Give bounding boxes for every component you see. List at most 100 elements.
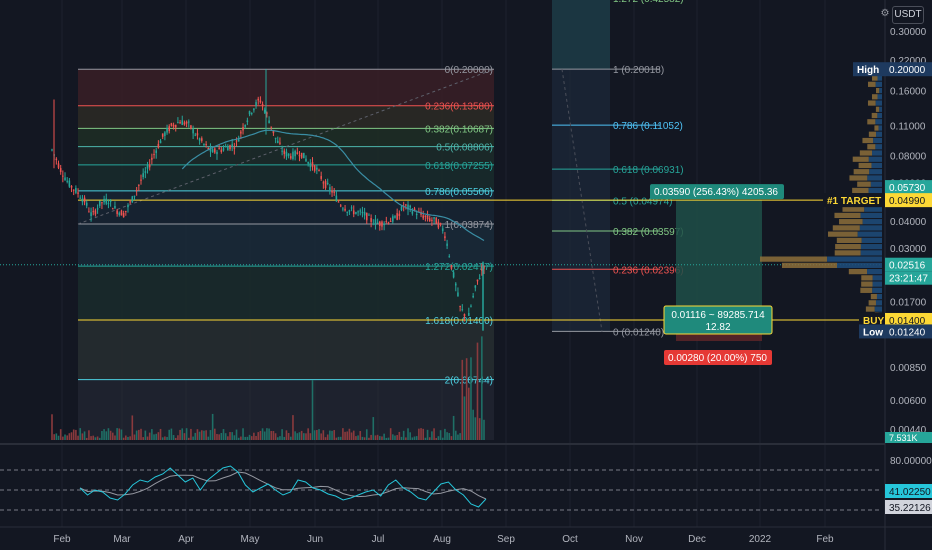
- volume-profile-bar: [868, 187, 882, 194]
- volume-bar: [468, 387, 470, 440]
- candle-body: [200, 138, 203, 141]
- candle-body: [157, 143, 160, 148]
- volume-bar: [313, 430, 316, 440]
- volume-bar: [259, 430, 262, 440]
- volume-profile-bar: [834, 250, 861, 256]
- volume-bar: [101, 431, 103, 440]
- price-badge-label-bg: [823, 193, 885, 208]
- candle-body: [326, 182, 329, 185]
- volume-profile-bar: [865, 306, 875, 312]
- volume-profile-bar: [868, 156, 882, 162]
- volume-bar: [92, 435, 95, 440]
- volume-bar: [318, 429, 320, 440]
- volume-profile-bar: [875, 119, 882, 125]
- candle-body: [90, 212, 92, 217]
- volume-profile-bar: [875, 87, 880, 94]
- candle-body: [77, 192, 79, 194]
- candle-body: [103, 199, 105, 203]
- candle-body: [246, 120, 249, 123]
- candle-body: [216, 151, 218, 155]
- volume-bar: [68, 433, 71, 440]
- candle-body: [166, 128, 168, 133]
- price-badge-value: 0.01400: [889, 316, 926, 327]
- volume-bar: [164, 436, 166, 440]
- candle-body: [85, 202, 88, 206]
- volume-bar: [472, 409, 474, 440]
- candle-body: [342, 208, 344, 210]
- volume-profile-bar: [862, 219, 882, 225]
- volume-bar: [103, 429, 105, 440]
- volume-profile-bar: [879, 106, 882, 112]
- volume-profile-bar: [872, 281, 882, 287]
- price-tick-label: 0.11000: [890, 122, 926, 133]
- volume-bar: [454, 430, 457, 440]
- volume-bar: [75, 429, 77, 440]
- price-badge-bg: [885, 324, 932, 339]
- candle-body: [303, 152, 305, 159]
- volume-bar: [263, 431, 266, 440]
- volume-profile-bar: [849, 175, 868, 181]
- candle-body: [394, 216, 396, 218]
- volume-bar: [177, 435, 179, 440]
- volume-profile-bar: [867, 268, 882, 275]
- volume-bar: [203, 430, 205, 440]
- volume-bar: [324, 437, 327, 440]
- price-badge-bg: [885, 312, 932, 327]
- candle-body: [320, 176, 322, 179]
- volume-bar: [146, 436, 149, 440]
- candle-body: [172, 124, 175, 127]
- volume-bar: [381, 436, 383, 440]
- candle-body: [465, 318, 468, 320]
- volume-bar: [426, 429, 429, 440]
- volume-profile-bar: [877, 75, 882, 81]
- candle-body: [359, 210, 362, 212]
- candle-body: [88, 211, 90, 213]
- settings-icon[interactable]: ⚙: [880, 8, 890, 19]
- candle-body: [183, 122, 186, 125]
- volume-profile-bar: [878, 125, 882, 131]
- volume-bar: [298, 432, 301, 440]
- volume-bar: [350, 432, 353, 440]
- volume-bar: [439, 430, 442, 440]
- volume-bar: [90, 436, 92, 440]
- time-axis-label: Mar: [113, 534, 131, 545]
- volume-bar: [448, 433, 451, 440]
- volume-bar: [407, 428, 409, 440]
- volume-bar: [344, 431, 346, 440]
- volume-bar: [474, 417, 477, 440]
- volume-profile-bar: [867, 81, 876, 87]
- candle-body: [415, 213, 418, 216]
- candle-body: [159, 140, 162, 144]
- candle-body: [426, 215, 429, 220]
- volume-bar: [253, 432, 255, 440]
- candle-body: [337, 201, 340, 203]
- volume-bar: [385, 437, 388, 440]
- volume-bar: [105, 431, 108, 440]
- volume-bar: [255, 435, 257, 440]
- candle-body: [339, 205, 342, 207]
- volume-bar: [359, 431, 362, 440]
- candle-body: [138, 184, 140, 186]
- volume-profile-bar: [872, 150, 882, 156]
- volume-bar: [151, 429, 153, 440]
- fib-right-zone: [552, 0, 610, 70]
- volume-bar: [274, 433, 277, 440]
- volume-bar: [287, 433, 290, 440]
- candle-body: [470, 305, 472, 307]
- currency-badge[interactable]: USDT: [892, 6, 924, 24]
- candle-body: [161, 133, 164, 137]
- volume-bar: [300, 430, 303, 440]
- volume-profile-bar: [868, 131, 877, 137]
- volume-profile-bar: [861, 275, 873, 281]
- candle-body: [439, 223, 442, 225]
- volume-bar: [470, 357, 472, 440]
- volume-bar: [131, 415, 134, 440]
- candle-body: [140, 179, 142, 181]
- candle-body: [428, 218, 431, 222]
- candle-body: [311, 161, 314, 167]
- rsi-line: [79, 465, 487, 508]
- volume-profile-bar: [867, 144, 876, 150]
- volume-bar: [107, 428, 110, 440]
- volume-bar: [72, 429, 75, 440]
